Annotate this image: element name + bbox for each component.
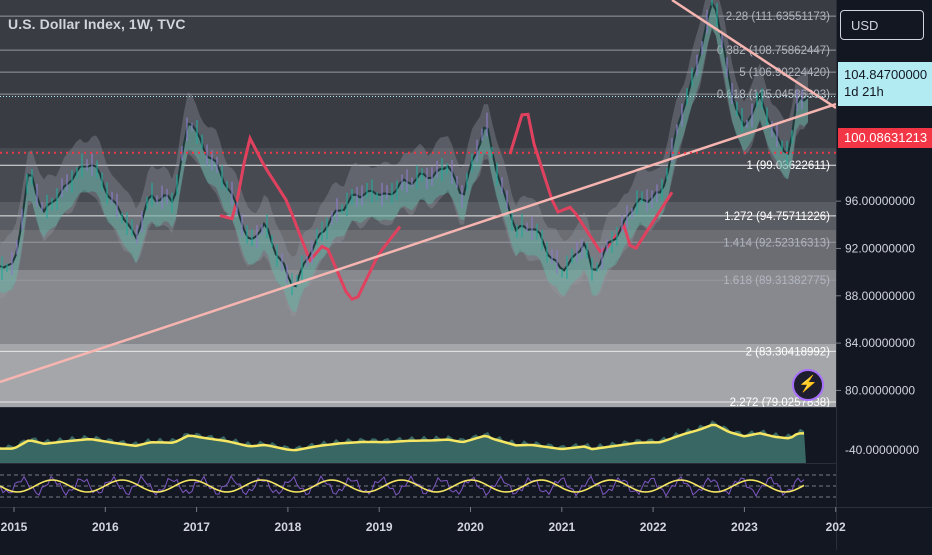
price-line [0, 0, 809, 288]
oscillator-axis-label: -40.00000000 [845, 443, 919, 457]
y-tick-label: 96.00000000 [845, 194, 915, 208]
time-axis[interactable]: 2015 2016 2017 2018 2019 2020 2021 2022 2023 202 [1, 507, 846, 534]
y-tick-label: 84.00000000 [845, 336, 915, 350]
moving-average-red-1 [219, 133, 402, 302]
x-tick-label: 2023 [731, 520, 758, 534]
y-tick-label: 80.00000000 [845, 383, 915, 397]
support-trendline[interactable] [0, 102, 836, 384]
fib-label: 1.618 (89.31382775) [723, 275, 830, 287]
x-tick-label: 2021 [548, 520, 575, 534]
x-tick-label: 2019 [366, 520, 393, 534]
oscillator-pane-2 [0, 463, 836, 507]
fib-label: 2 (83.30418992) [746, 346, 831, 358]
y-tick-label: 88.00000000 [845, 289, 915, 303]
x-tick-label: 2015 [1, 520, 28, 534]
oscillator-signal-line [0, 423, 804, 452]
x-tick-label: 2018 [275, 520, 302, 534]
level-price-tag: 100.08631213 [838, 128, 932, 148]
fib-label: 1 (99.03622611) [746, 160, 830, 172]
y-tick-label: 92.00000000 [845, 241, 915, 255]
price-axis[interactable]: 96.00000000 92.00000000 88.00000000 84.0000… [836, 194, 915, 397]
rsi-signal-line [0, 479, 805, 493]
oscillator-pane-1 [0, 408, 836, 463]
main-pane: 1 (99.03622611) 1.272 (94.75711226) 1.414 … [0, 0, 836, 409]
rsi-line [0, 474, 805, 498]
moving-averages [219, 112, 674, 302]
fib-label: 2.28 (111.63551173) [726, 11, 830, 23]
last-price-tag: 104.84700000 1d 21h [838, 62, 932, 106]
fib-label: 2.272 (79.0257838) [730, 397, 831, 409]
trendlines [0, 0, 836, 384]
resistance-trendline[interactable] [671, 0, 836, 110]
bar-countdown: 1d 21h [844, 84, 884, 99]
chart-title: U.S. Dollar Index, 1W, TVC [8, 16, 186, 32]
fib-label: 0.382 (108.75862447) [717, 45, 830, 57]
last-price-value: 104.84700000 [844, 67, 928, 82]
lightning-bolt-icon[interactable]: ⚡ [792, 369, 824, 401]
x-tick-label: 202 [826, 520, 846, 534]
fib-label: 1.272 (94.75711226) [724, 211, 830, 223]
volatility-band [0, 0, 808, 317]
fib-label: 1.414 (92.52316313) [723, 237, 830, 249]
volatility-band-area [0, 0, 808, 317]
x-tick-label: 2022 [640, 520, 667, 534]
x-tick-label: 2020 [457, 520, 484, 534]
fib-levels: 1 (99.03622611) 1.272 (94.75711226) 1.414 … [0, 11, 836, 409]
currency-button[interactable]: USD [840, 10, 924, 40]
x-tick-label: 2016 [92, 520, 119, 534]
moving-average-red-2 [508, 112, 674, 254]
x-tick-label: 2017 [183, 520, 210, 534]
